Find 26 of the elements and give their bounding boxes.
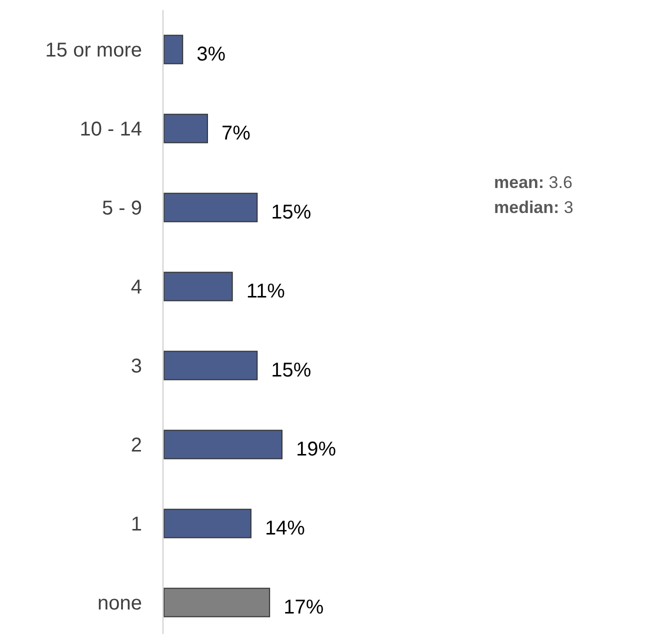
- data-label: 15%: [271, 202, 312, 224]
- bar: [164, 192, 258, 222]
- bar: [164, 508, 252, 538]
- y-tick-label: 4: [130, 276, 142, 298]
- data-label: 17%: [284, 596, 324, 618]
- bar: [164, 430, 282, 460]
- data-label: 11%: [246, 280, 286, 302]
- y-tick-label: 1: [130, 514, 142, 536]
- y-tick-label: 2: [130, 434, 142, 456]
- data-label: 3%: [196, 44, 226, 66]
- y-tick-label: 15 or more: [45, 40, 142, 62]
- data-label: 15%: [271, 360, 312, 382]
- y-tick-label: 10 - 14: [80, 118, 142, 140]
- data-label: 19%: [296, 438, 336, 460]
- bar: [164, 272, 233, 302]
- data-label: 14%: [264, 518, 306, 540]
- bar: [164, 114, 208, 144]
- text: median: 3: [494, 198, 574, 217]
- text: mean: 3.6: [494, 173, 572, 192]
- y-tick-label: 5 - 9: [102, 198, 142, 220]
- bar: [164, 34, 184, 64]
- data-label: 7%: [221, 122, 251, 144]
- bar: [164, 350, 258, 380]
- y-tick-label: none: [98, 592, 142, 614]
- y-tick-label: 3: [130, 356, 142, 378]
- bar: [164, 588, 270, 618]
